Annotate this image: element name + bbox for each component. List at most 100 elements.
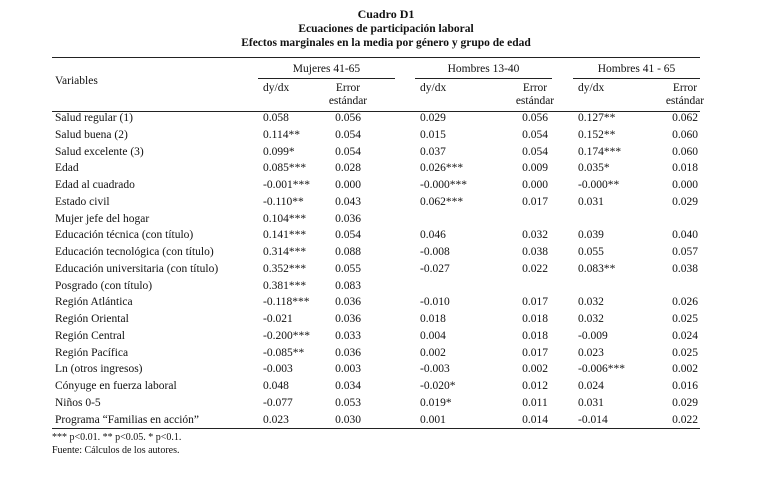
cell: 0.018 <box>420 313 446 325</box>
rule <box>52 111 700 112</box>
footnote: Fuente: Cálculos de los autores. <box>52 445 180 456</box>
cell: 0.009 <box>522 162 548 175</box>
row-label: Región Pacífica <box>55 346 129 359</box>
row-label: Salud buena (2) <box>55 128 128 141</box>
cell: 0.043 <box>335 195 361 208</box>
cell: 0.030 <box>335 413 361 426</box>
column-header: Variables <box>55 75 98 87</box>
cell: 0.002 <box>420 346 446 359</box>
cell: 0.017 <box>522 296 548 309</box>
cell: 0.055 <box>335 262 361 275</box>
cell: 0.017 <box>522 195 548 208</box>
cell: 0.000 <box>335 179 361 191</box>
cell: -0.003 <box>263 363 293 376</box>
group-header: Hombres 41 - 65 <box>597 63 676 75</box>
row-label: Posgrado (con título) <box>55 279 153 292</box>
cell: 0.015 <box>420 128 446 141</box>
cell: -0.008 <box>420 246 450 258</box>
rule <box>52 57 700 58</box>
cell: 0.023 <box>263 413 289 426</box>
cell: -0.003 <box>420 363 450 376</box>
cell: 0.026*** <box>420 162 464 175</box>
rule <box>573 78 700 79</box>
cell: -0.010 <box>420 296 450 309</box>
cell: 0.060 <box>672 128 698 141</box>
row-label: Educación técnica (con título) <box>55 229 194 242</box>
cell: -0.000*** <box>420 179 467 191</box>
cell: 0.017 <box>522 346 548 359</box>
cell: 0.003 <box>335 363 361 376</box>
cell: 0.085*** <box>263 162 307 175</box>
row-label: Mujer jefe del hogar <box>55 212 150 225</box>
cell: 0.035* <box>578 162 610 175</box>
cell: 0.381*** <box>263 279 307 292</box>
row-label: Educación universitaria (con título) <box>55 262 219 275</box>
cell: 0.031 <box>578 195 604 208</box>
cell: 0.019* <box>420 396 452 409</box>
cell: 0.018 <box>672 162 698 175</box>
subtitle: Efectos marginales en la media por géner… <box>241 37 531 49</box>
sub-header: dy/dx <box>420 82 447 94</box>
cell: 0.037 <box>420 145 446 158</box>
cell: -0.006*** <box>578 363 625 376</box>
row-label: Región Central <box>55 329 125 342</box>
cell: -0.014 <box>578 413 608 426</box>
cell: 0.314*** <box>263 246 307 258</box>
cell: 0.018 <box>522 329 548 342</box>
cell: 0.031 <box>578 396 604 409</box>
cell: 0.099* <box>263 145 295 158</box>
cell: 0.036 <box>335 346 361 359</box>
cell: 0.032 <box>578 296 604 309</box>
cell: 0.022 <box>522 262 548 275</box>
cell: 0.062*** <box>420 195 464 208</box>
cell: 0.036 <box>335 313 361 325</box>
cell: -0.009 <box>578 329 608 342</box>
rule <box>52 428 700 429</box>
row-label: Salud regular (1) <box>55 112 133 124</box>
rule <box>258 78 395 79</box>
row-label: Estado civil <box>55 195 110 208</box>
cell: 0.088 <box>335 246 361 258</box>
cell: -0.000** <box>578 179 620 191</box>
cell: 0.352*** <box>263 262 307 275</box>
cell: 0.054 <box>335 128 361 141</box>
cell: 0.016 <box>672 380 698 392</box>
cell: 0.036 <box>335 296 361 309</box>
cell: 0.011 <box>522 396 548 409</box>
sub-header: Error estándar <box>515 82 555 107</box>
cell: 0.025 <box>672 313 698 325</box>
cell: 0.056 <box>522 112 548 124</box>
cell: -0.110** <box>263 195 304 208</box>
cell: 0.000 <box>672 179 698 191</box>
cell: 0.083** <box>578 262 616 275</box>
cell: 0.060 <box>672 145 698 158</box>
cell: 0.023 <box>578 346 604 359</box>
cell: -0.200*** <box>263 329 310 342</box>
cell: 0.046 <box>420 229 446 242</box>
cell: -0.077 <box>263 396 293 409</box>
cell: 0.033 <box>335 329 361 342</box>
sub-header: Error estándar <box>328 82 368 107</box>
cell: -0.085** <box>263 346 305 359</box>
cell: 0.018 <box>522 313 548 325</box>
row-label: Ln (otros ingresos) <box>55 363 143 376</box>
cell: 0.062 <box>672 112 698 124</box>
cell: 0.053 <box>335 396 361 409</box>
cell: 0.083 <box>335 279 361 292</box>
row-label: Edad al cuadrado <box>55 179 135 191</box>
row-label: Salud excelente (3) <box>55 145 144 158</box>
cell: 0.032 <box>522 229 548 242</box>
cell: 0.025 <box>672 346 698 359</box>
cell: 0.054 <box>522 128 548 141</box>
cell: 0.039 <box>578 229 604 242</box>
row-label: Edad <box>55 162 79 175</box>
cell: 0.002 <box>522 363 548 376</box>
cell: 0.127** <box>578 112 616 124</box>
cell: 0.028 <box>335 162 361 175</box>
cell: 0.057 <box>672 246 698 258</box>
cell: -0.001*** <box>263 179 310 191</box>
sub-header: dy/dx <box>578 82 605 94</box>
row-label: Educación tecnológica (con título) <box>55 246 214 258</box>
cell: 0.029 <box>672 396 698 409</box>
cell: 0.141*** <box>263 229 307 242</box>
